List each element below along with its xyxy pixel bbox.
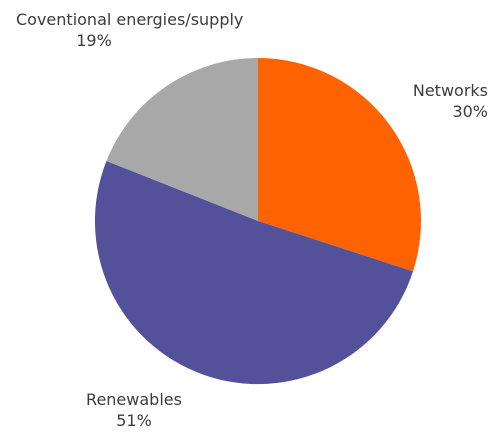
slice-value-conventional: 19% [76, 31, 112, 50]
pie-slices [94, 58, 421, 385]
slice-value-renewables: 51% [116, 411, 152, 430]
slice-label-networks: Networks 30% [392, 80, 488, 122]
slice-name-networks: Networks [412, 81, 488, 100]
slice-name-renewables: Renewables [86, 390, 182, 409]
slice-label-renewables: Renewables 51% [64, 389, 204, 431]
pie-slice-coventional [106, 58, 258, 221]
slice-value-networks: 30% [452, 102, 488, 121]
pie-slice-renewables [94, 161, 414, 385]
slice-label-conventional: Coventional energies/supply 19% [16, 9, 244, 51]
slice-name-conventional: Coventional energies/supply [16, 10, 244, 29]
pie-slice-networks [258, 58, 421, 272]
